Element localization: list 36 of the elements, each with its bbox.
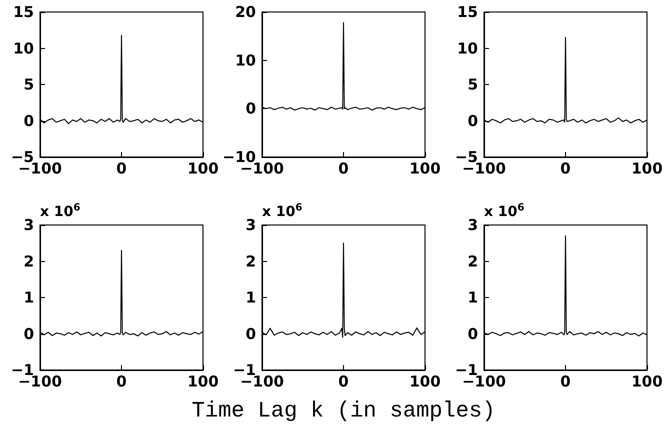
y-tick-label: 2 <box>246 252 256 270</box>
x-tick-label: 100 <box>187 372 219 390</box>
x-tick-label: 100 <box>409 160 441 178</box>
y-tick-label: 15 <box>13 3 34 21</box>
y-tick-label: 10 <box>457 39 478 58</box>
y-tick-label: 0 <box>468 112 478 130</box>
x-tick-label: 0 <box>560 160 571 178</box>
y-tick-label: 0 <box>24 324 34 343</box>
y-tick-label: 3 <box>24 216 34 234</box>
y-tick-label: 1 <box>246 288 256 306</box>
x-tick-label: 100 <box>631 160 663 178</box>
x-tick-label: 0 <box>560 372 571 390</box>
y-tick-label: 3 <box>246 216 256 234</box>
y-tick-label: 0 <box>246 324 256 343</box>
y-tick-label: 15 <box>457 3 478 21</box>
x-axis-title: Time Lag k (in samples) <box>192 398 496 424</box>
y-tick-label: 10 <box>13 39 34 58</box>
x-tick-label: 0 <box>116 372 127 390</box>
y-tick-label: 10 <box>235 51 256 70</box>
y-tick-label: 0 <box>24 112 34 130</box>
x-tick-label: 100 <box>631 372 663 390</box>
y-tick-label: 1 <box>24 288 34 306</box>
y-tick-label: 0 <box>468 324 478 343</box>
y-tick-label: 5 <box>468 76 478 94</box>
y-tick-label: 0 <box>246 100 256 118</box>
y-tick-label: 2 <box>468 252 478 270</box>
x-tick-label: 0 <box>338 160 349 178</box>
y-tick-label: 5 <box>24 76 34 94</box>
x-tick-label: 100 <box>187 160 219 178</box>
y-tick-label: 1 <box>468 288 478 306</box>
y-tick-label: 3 <box>468 216 478 234</box>
x-tick-label: 0 <box>116 160 127 178</box>
x-tick-label: 0 <box>338 372 349 390</box>
y-tick-label: 2 <box>24 252 34 270</box>
y-tick-label: 20 <box>235 3 256 21</box>
x-tick-label: 100 <box>409 372 441 390</box>
